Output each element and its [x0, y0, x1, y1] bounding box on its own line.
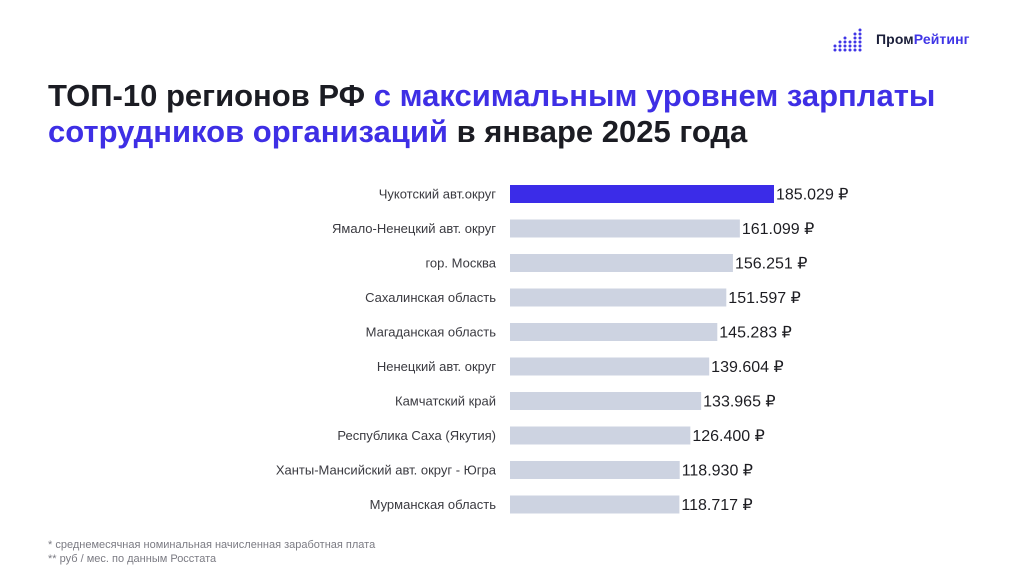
footnotes: * среднемесячная номинальная начисленная…	[48, 538, 375, 566]
bar	[510, 392, 702, 410]
brand-logo: ПромРейтинг	[832, 24, 970, 54]
category-label: Ханты-Мансийский авт. округ - Югра	[276, 463, 497, 478]
category-label: Камчатский край	[395, 394, 496, 409]
value-label: 161.099 ₽	[742, 221, 814, 238]
category-label: Магаданская область	[366, 325, 497, 340]
bar	[510, 461, 680, 479]
category-label: гор. Москва	[425, 256, 496, 271]
bar	[510, 288, 727, 307]
footnote-1: * среднемесячная номинальная начисленная…	[48, 539, 376, 551]
value-label: 185.029 ₽	[776, 187, 848, 204]
bar	[510, 323, 718, 341]
footnote-2: ** руб / мес. по данным Росстата	[48, 553, 217, 565]
category-label: Чукотский авт.округ	[379, 187, 497, 202]
value-label: 133.965 ₽	[703, 394, 775, 411]
bar	[510, 495, 680, 514]
bar-dots-icon	[833, 28, 862, 52]
brand-name: ПромРейтинг	[876, 31, 970, 47]
title-part3: в январе 2025 года	[447, 114, 748, 149]
bar	[510, 357, 710, 376]
value-label: 118.930 ₽	[682, 463, 753, 480]
salary-bar-chart: Чукотский авт.округ 185.029 ₽ Ямало-Ненецк…	[276, 185, 848, 514]
value-label: 118.717 ₽	[681, 497, 752, 514]
title-part1: ТОП-10 регионов РФ	[48, 78, 374, 113]
page-title: ТОП-10 регионов РФ с максимальным уровне…	[48, 78, 988, 150]
bar	[510, 254, 733, 272]
bar	[510, 426, 691, 445]
category-label: Сахалинская область	[365, 290, 496, 305]
category-label: Ямало-Ненецкий авт. округ	[332, 221, 496, 236]
value-label: 126.400 ₽	[692, 428, 764, 445]
value-label: 145.283 ₽	[719, 325, 791, 342]
brand-name-part2: Рейтинг	[913, 31, 970, 47]
value-label: 139.604 ₽	[711, 359, 783, 376]
category-label: Мурманская область	[370, 497, 497, 512]
category-label: Ненецкий авт. округ	[377, 359, 496, 374]
title-highlight: с максимальным уровнем зарплаты сотрудни…	[48, 78, 936, 149]
bar	[510, 219, 740, 238]
value-label: 151.597 ₽	[728, 290, 800, 307]
brand-name-part1: Пром	[876, 31, 914, 47]
value-label: 156.251 ₽	[735, 256, 807, 273]
category-label: Республика Саха (Якутия)	[337, 428, 496, 443]
bar	[510, 185, 774, 203]
